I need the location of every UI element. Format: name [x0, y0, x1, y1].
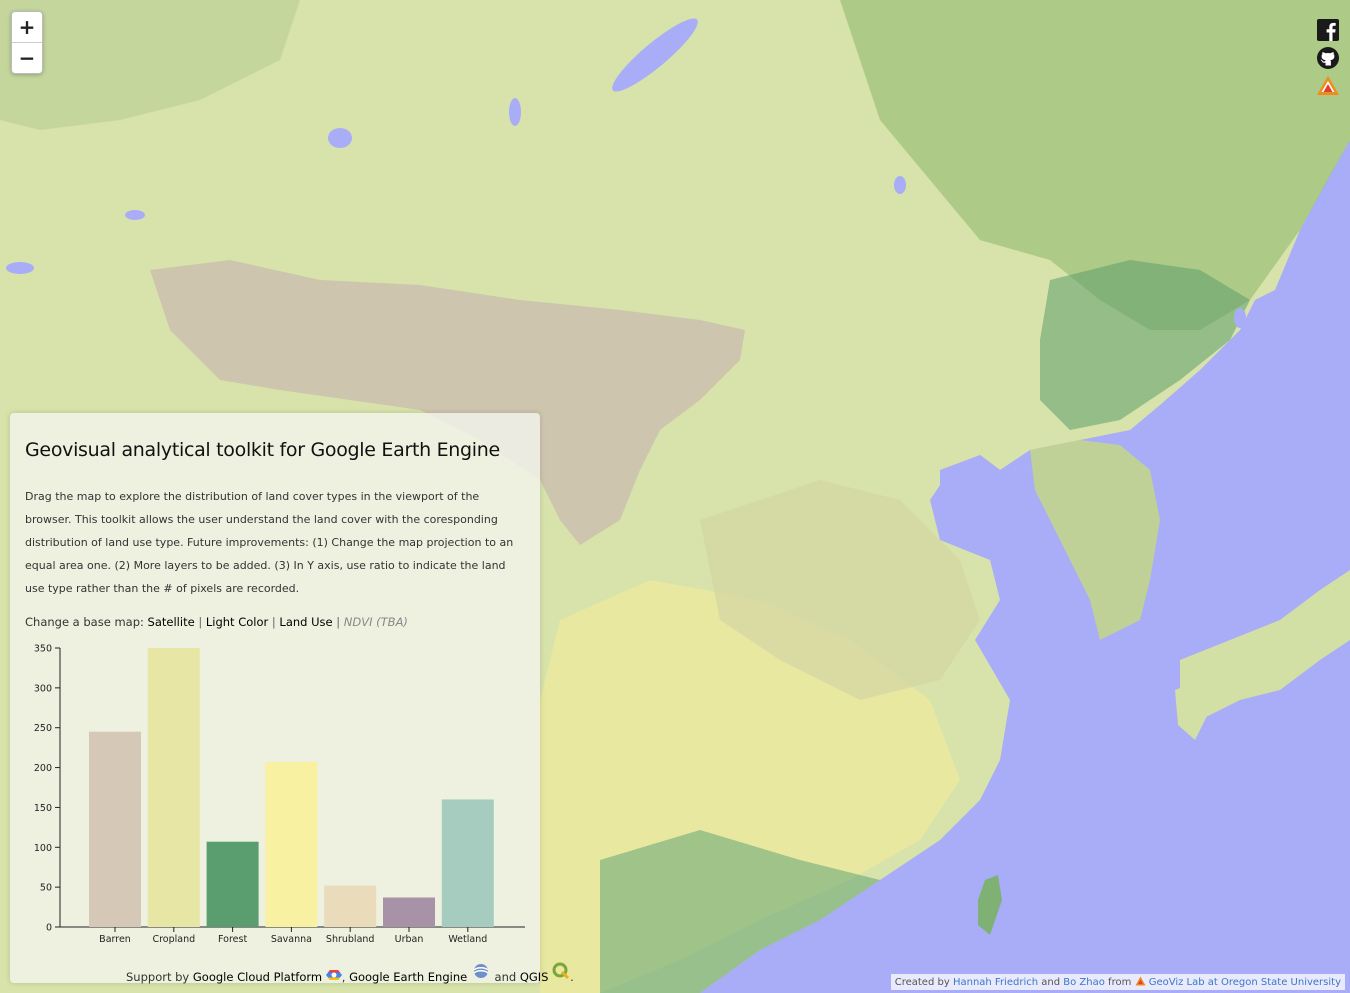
social-links [1316, 18, 1342, 102]
basemap-ndvi-tba: NDVI (TBA) [343, 615, 408, 629]
lake-baikal [612, 18, 698, 92]
east-forest-belt [1040, 260, 1250, 430]
x-tick-label: Wetland [448, 934, 487, 945]
y-tick-label: 300 [34, 683, 52, 694]
basemap-light-color-link[interactable]: Light Color [205, 615, 269, 629]
credit-and: and [1041, 977, 1061, 988]
lake [328, 128, 352, 148]
credit-label: Created by [894, 977, 950, 988]
basemap-switcher: Change a base map: Satellite | Light Col… [25, 615, 408, 629]
author-hannah-link[interactable]: Hannah Friedrich [952, 977, 1039, 988]
panel-title: Geovisual analytical toolkit for Google … [25, 439, 500, 461]
bar-shrubland [324, 885, 377, 927]
geoviz-logo-icon[interactable] [1316, 74, 1340, 98]
credit-from: from [1108, 977, 1132, 988]
x-tick-label: Shrubland [326, 934, 375, 945]
github-icon[interactable] [1316, 46, 1340, 70]
geoviz-logo-icon [1135, 976, 1146, 986]
y-tick-label: 100 [34, 843, 52, 854]
google-cloud-icon [325, 970, 342, 980]
northwest-grass [0, 0, 300, 130]
info-panel: Geovisual analytical toolkit for Google … [10, 413, 574, 984]
taiwan-island [978, 875, 1002, 935]
geoviz-lab-link[interactable]: GeoViz Lab at Oregon State University [1148, 977, 1341, 988]
korea-peninsula [1030, 440, 1160, 640]
x-tick-label: Cropland [152, 934, 195, 945]
gobi-desert [150, 260, 745, 545]
y-tick-label: 0 [46, 923, 52, 934]
separator: | [336, 615, 341, 629]
southern-forest [600, 830, 880, 993]
zoom-out-button[interactable]: − [12, 42, 42, 73]
lake [6, 262, 34, 274]
x-tick-label: Savanna [271, 934, 312, 945]
y-tick-label: 350 [34, 644, 52, 655]
bar-savanna [265, 761, 318, 927]
bar-forest [206, 841, 259, 927]
land-cover-bar-chart: 0 50 100 150 200 250 300 350 Barren Cropland Fores… [34, 644, 525, 945]
qgis-icon [552, 962, 570, 980]
y-tick-label: 200 [34, 763, 52, 774]
bar-wetland [441, 799, 494, 927]
lake [125, 210, 145, 220]
basemap-satellite-link[interactable]: Satellite [147, 615, 195, 629]
japan-islands [1180, 570, 1350, 720]
kyushu [1175, 680, 1210, 740]
lake [1234, 308, 1246, 328]
facebook-icon[interactable] [1316, 18, 1340, 42]
separator: | [271, 615, 276, 629]
y-tick-label: 150 [34, 803, 52, 814]
separator: | [198, 615, 203, 629]
panel-description: Drag the map to explore the distribution… [25, 490, 514, 595]
author-bo-link[interactable]: Bo Zhao [1063, 977, 1105, 988]
bar-barren [89, 731, 141, 927]
support-line: Support by Google Cloud Platform , Googl… [126, 962, 574, 984]
earth-engine-icon [473, 964, 489, 978]
lake [894, 176, 906, 194]
support-label: Support by [126, 970, 190, 984]
central-cropland [700, 480, 980, 700]
y-tick-label: 50 [40, 883, 52, 894]
attribution: Created by Hannah Friedrich and Bo Zhao … [890, 974, 1345, 990]
basemap-label: Change a base map: [25, 615, 144, 629]
zoom-in-button[interactable]: + [18, 15, 36, 39]
x-tick-label: Barren [99, 934, 131, 945]
google-cloud-link[interactable]: Google Cloud Platform [192, 970, 323, 984]
x-tick-label: Urban [395, 934, 424, 945]
basemap-land-use-link[interactable]: Land Use [279, 615, 333, 629]
qgis-link[interactable]: QGIS [519, 970, 549, 984]
support-period: . [570, 970, 574, 984]
google-earth-engine-link[interactable]: Google Earth Engine [349, 970, 468, 984]
y-tick-label: 250 [34, 723, 52, 734]
northeast-forest [840, 0, 1350, 330]
bar-urban [383, 897, 435, 927]
x-tick-label: Forest [218, 934, 247, 945]
zoom-control: + − [11, 11, 43, 74]
lake [509, 98, 521, 126]
support-and: and [494, 970, 517, 984]
support-comma: , [341, 970, 346, 984]
bar-cropland [147, 648, 200, 927]
bohai-sea [940, 455, 1000, 505]
